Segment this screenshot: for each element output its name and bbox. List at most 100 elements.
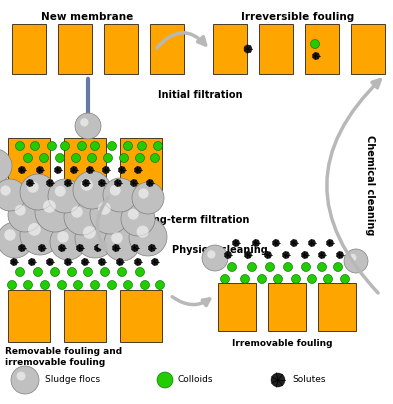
- FancyArrowPatch shape: [327, 80, 380, 293]
- Text: Long-term filtration: Long-term filtration: [140, 215, 250, 225]
- Circle shape: [57, 280, 66, 290]
- Circle shape: [108, 280, 116, 290]
- Circle shape: [336, 252, 343, 259]
- Bar: [64, 290, 106, 342]
- Circle shape: [137, 225, 149, 238]
- Circle shape: [71, 206, 83, 218]
- Circle shape: [141, 280, 149, 290]
- Circle shape: [88, 154, 97, 162]
- Circle shape: [136, 154, 145, 162]
- Circle shape: [61, 141, 70, 151]
- Bar: [104, 24, 138, 74]
- Circle shape: [118, 267, 127, 276]
- Circle shape: [8, 198, 42, 232]
- Circle shape: [274, 274, 283, 284]
- Circle shape: [138, 141, 147, 151]
- Circle shape: [31, 141, 40, 151]
- Circle shape: [64, 199, 100, 235]
- Circle shape: [119, 166, 125, 173]
- Circle shape: [20, 174, 56, 210]
- Circle shape: [327, 240, 334, 246]
- Circle shape: [103, 178, 137, 212]
- Bar: [120, 290, 162, 342]
- Circle shape: [310, 40, 320, 48]
- Circle shape: [26, 179, 33, 187]
- Circle shape: [151, 154, 160, 162]
- Circle shape: [111, 232, 123, 244]
- Text: Physical cleaning: Physical cleaning: [172, 245, 268, 255]
- Circle shape: [138, 188, 149, 199]
- Circle shape: [4, 229, 16, 241]
- Circle shape: [283, 252, 290, 259]
- Circle shape: [24, 154, 33, 162]
- Circle shape: [136, 267, 145, 276]
- Circle shape: [0, 222, 33, 258]
- Circle shape: [307, 274, 316, 284]
- Circle shape: [35, 192, 75, 232]
- Circle shape: [20, 215, 60, 255]
- Circle shape: [301, 252, 309, 259]
- Circle shape: [43, 200, 56, 213]
- Bar: [318, 283, 356, 331]
- Text: Irremovable fouling: Irremovable fouling: [232, 339, 332, 348]
- Bar: [120, 138, 162, 190]
- Circle shape: [228, 263, 237, 271]
- Bar: [8, 290, 50, 342]
- Circle shape: [27, 181, 39, 193]
- Bar: [351, 24, 385, 74]
- Bar: [64, 138, 106, 190]
- Circle shape: [37, 166, 44, 173]
- Circle shape: [318, 263, 327, 271]
- Circle shape: [73, 171, 111, 209]
- Circle shape: [132, 244, 138, 252]
- Circle shape: [99, 179, 105, 187]
- Circle shape: [55, 186, 66, 197]
- Circle shape: [50, 224, 86, 260]
- Circle shape: [57, 231, 69, 243]
- Circle shape: [15, 267, 24, 276]
- Circle shape: [40, 154, 48, 162]
- Circle shape: [11, 259, 18, 265]
- Circle shape: [290, 240, 298, 246]
- Circle shape: [301, 263, 310, 271]
- Circle shape: [266, 263, 274, 271]
- Circle shape: [83, 267, 92, 276]
- Text: Initial filtration: Initial filtration: [158, 90, 242, 100]
- Circle shape: [312, 53, 320, 59]
- Bar: [58, 24, 92, 74]
- Circle shape: [28, 223, 41, 236]
- Circle shape: [83, 179, 90, 187]
- Circle shape: [29, 259, 35, 265]
- Circle shape: [90, 280, 99, 290]
- Circle shape: [241, 274, 250, 284]
- Bar: [8, 138, 50, 190]
- Text: Sludge flocs: Sludge flocs: [45, 375, 100, 385]
- Circle shape: [129, 218, 167, 256]
- Circle shape: [154, 141, 162, 151]
- Circle shape: [46, 179, 53, 187]
- Text: Chemical cleaning: Chemical cleaning: [365, 135, 375, 235]
- Text: New membrane: New membrane: [41, 12, 133, 22]
- Circle shape: [157, 372, 173, 388]
- Circle shape: [33, 267, 42, 276]
- Circle shape: [94, 244, 101, 252]
- Circle shape: [114, 179, 121, 187]
- Circle shape: [156, 280, 165, 290]
- Circle shape: [99, 259, 105, 265]
- Bar: [259, 24, 293, 74]
- Circle shape: [130, 179, 138, 187]
- Circle shape: [90, 194, 130, 234]
- Circle shape: [283, 263, 292, 271]
- Circle shape: [309, 240, 316, 246]
- Circle shape: [50, 267, 59, 276]
- Circle shape: [123, 141, 132, 151]
- Circle shape: [244, 252, 252, 259]
- Circle shape: [134, 166, 141, 173]
- Circle shape: [40, 280, 50, 290]
- Circle shape: [86, 166, 94, 173]
- FancyArrowPatch shape: [157, 33, 206, 48]
- Text: Solutes: Solutes: [292, 375, 325, 385]
- Circle shape: [271, 373, 285, 387]
- Circle shape: [90, 141, 99, 151]
- Circle shape: [103, 166, 110, 173]
